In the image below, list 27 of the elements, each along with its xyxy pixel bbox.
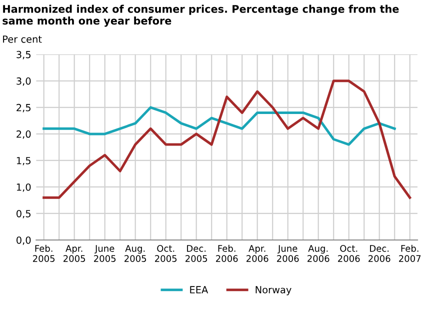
legend-label: Norway bbox=[256, 286, 292, 296]
legend-label: EEA bbox=[190, 286, 208, 294]
y-tick-label: 3,5 bbox=[16, 50, 30, 60]
x-tick-label: June 2005 bbox=[94, 245, 116, 262]
chart-title: Harmonized index of consumer prices. Percentage change from the same month one year before bbox=[2, 4, 399, 27]
y-tick-label: 1,0 bbox=[16, 183, 31, 192]
x-tick-label: Apr. 2006 bbox=[246, 245, 268, 262]
x-tick-label: Apr. 2005 bbox=[64, 245, 86, 262]
y-axis-title: Per cent bbox=[3, 36, 42, 43]
x-tick-label: June 2006 bbox=[277, 245, 299, 262]
line-series bbox=[42, 106, 396, 146]
x-tick-label: Feb. 2005 bbox=[33, 244, 55, 262]
y-tick-label: 2,5 bbox=[16, 104, 30, 112]
y-tick-label: 0,0 bbox=[16, 236, 31, 245]
y-tick-label: 3,0 bbox=[16, 77, 31, 86]
x-tick-label: Dec. 2005 bbox=[186, 245, 208, 262]
x-tick-label: Aug. 2005 bbox=[124, 245, 146, 262]
x-tick-label: Feb. 2007 bbox=[399, 244, 421, 262]
y-tick-label: 2,0 bbox=[16, 130, 31, 139]
x-tick-label: Oct. 2006 bbox=[338, 245, 360, 262]
line-series bbox=[42, 80, 412, 199]
x-tick-label: Feb. 2006 bbox=[216, 244, 238, 262]
x-tick-label: Aug. 2006 bbox=[308, 245, 330, 262]
y-tick-label: 0,5 bbox=[16, 210, 30, 218]
x-tick-label: Oct. 2005 bbox=[155, 245, 177, 262]
y-tick-label: 1,5 bbox=[16, 157, 30, 166]
x-tick-label: Dec. 2006 bbox=[368, 245, 390, 262]
